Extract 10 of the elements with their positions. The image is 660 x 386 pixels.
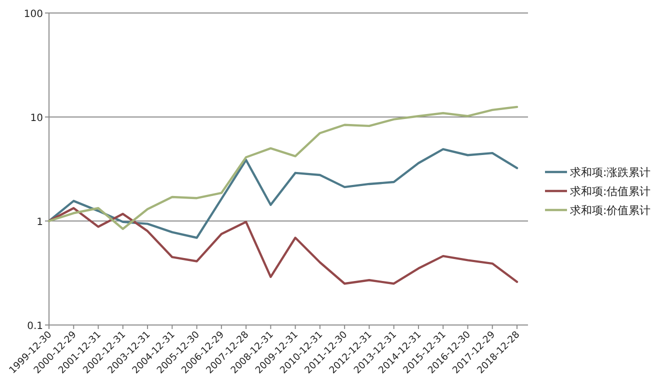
line-series bbox=[48, 207, 518, 285]
y-tick-label: 100 bbox=[24, 9, 43, 20]
y-tick-label: 10 bbox=[30, 113, 43, 124]
y-tick-label: 0.1 bbox=[27, 321, 43, 332]
legend-label: 求和项:价值累计 bbox=[570, 204, 651, 217]
line-series bbox=[48, 106, 518, 230]
y-tick-label: 1 bbox=[36, 217, 43, 228]
legend-label: 求和项:估值累计 bbox=[570, 185, 651, 198]
line-series bbox=[48, 148, 518, 239]
legend-label: 求和项:涨跌累计 bbox=[570, 166, 651, 179]
